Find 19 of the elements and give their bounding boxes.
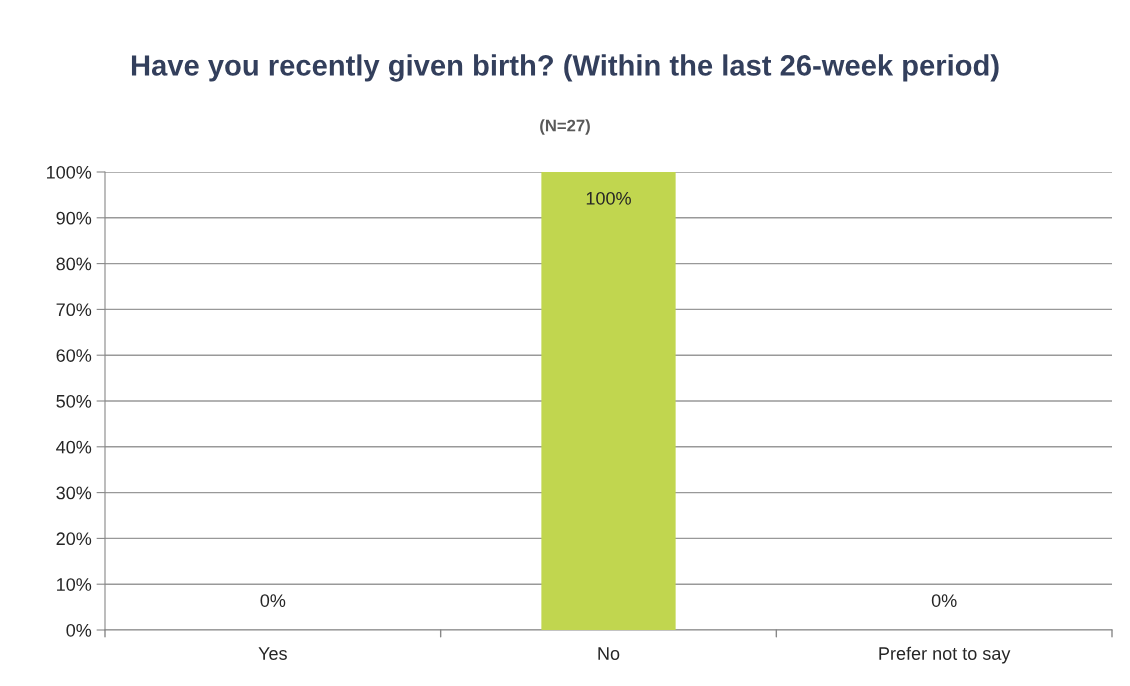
y-tick-label: 20% [56,532,92,546]
y-tick-label: 50% [56,394,92,408]
y-tick-label: 60% [56,349,92,362]
y-tick-label: 40% [56,440,92,454]
x-tick-label: No [598,647,620,660]
y-tick-label: 0% [66,623,92,637]
y-tick-label: 90% [56,211,92,225]
chart-subtitle: (N=27) [540,119,590,135]
data-label: 0% [260,594,286,607]
y-tick-label: 10% [57,578,92,591]
data-label: 100% [586,191,631,205]
x-tick-label: Yes [258,647,287,660]
y-tick-label: 100% [47,165,92,179]
y-tick-label: 70% [56,303,92,317]
chart-title: Have you recently given birth? (Within the last 26-week period) [131,54,999,82]
data-label: 0% [931,594,957,607]
y-tick-label: 30% [56,486,92,500]
x-tick-label: Prefer not to say [879,646,1011,664]
y-tick-label: 80% [56,257,92,271]
